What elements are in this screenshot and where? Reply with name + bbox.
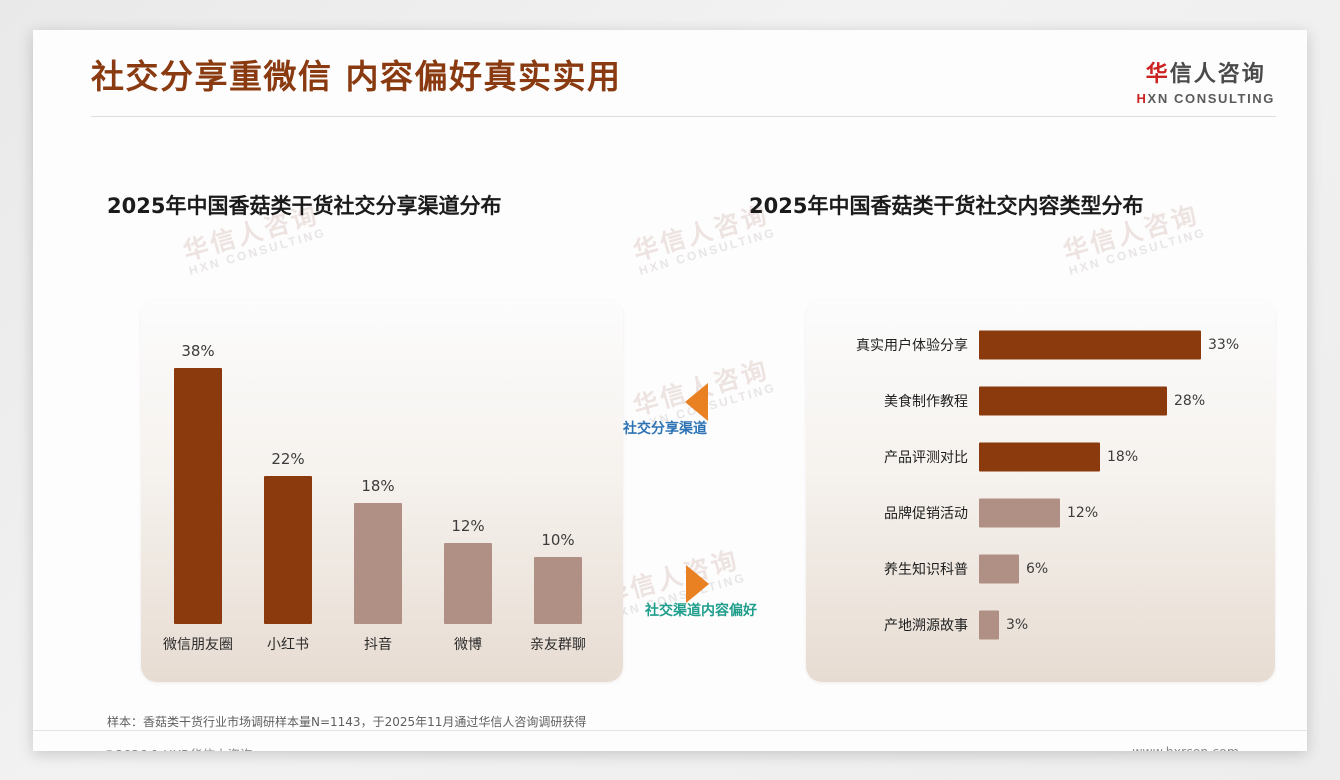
slide-page: 华信人咨询 HXN CONSULTING 华信人咨询 HXN CONSULTIN… <box>33 30 1307 751</box>
horizontal-bar-label: 产地溯源故事 <box>884 618 968 634</box>
column-bar-group: 18% 抖音 <box>333 300 423 682</box>
horizontal-bar-row: 品牌促销活动 12% <box>806 496 1275 530</box>
right-chart-title: 2025年中国香菇类干货社交内容类型分布 <box>749 194 1144 218</box>
horizontal-bar-label: 美食制作教程 <box>884 394 968 410</box>
column-bar-value: 18% <box>361 477 395 495</box>
middle-label-bottom: 社交渠道内容偏好 <box>645 603 757 619</box>
footer-copyright: ©2026.1 HXR华信人咨询 <box>103 744 252 751</box>
column-bar-label: 微信朋友圈 <box>163 637 233 653</box>
column-bar <box>534 557 582 624</box>
brand-logo: 华信人咨询 HXN CONSULTING <box>1137 56 1275 106</box>
middle-connectors: 社交分享渠道 社交渠道内容偏好 <box>623 300 808 682</box>
column-bar-value: 38% <box>181 342 215 360</box>
column-bar-label: 小红书 <box>267 637 309 653</box>
horizontal-bar-row: 产地溯源故事 3% <box>806 608 1275 642</box>
horizontal-bar-row: 产品评测对比 18% <box>806 440 1275 474</box>
logo-chinese: 华信人咨询 <box>1137 56 1275 88</box>
horizontal-bar-label: 真实用户体验分享 <box>856 338 968 354</box>
horizontal-bar-chart: 真实用户体验分享 33% 美食制作教程 28% 产品评测对比 18% 品牌促销活动 12% 养生… <box>806 300 1275 682</box>
horizontal-bar <box>979 610 999 640</box>
footer-divider <box>33 730 1307 731</box>
horizontal-bar <box>979 330 1201 360</box>
horizontal-bar-label: 产品评测对比 <box>884 450 968 466</box>
horizontal-bar-value: 28% <box>1174 393 1206 409</box>
horizontal-bar-value: 3% <box>1006 617 1029 633</box>
horizontal-bar-row: 美食制作教程 28% <box>806 384 1275 418</box>
left-chart-title: 2025年中国香菇类干货社交分享渠道分布 <box>107 194 502 218</box>
column-bar-value: 10% <box>541 531 575 549</box>
triangle-right-icon <box>686 565 709 603</box>
column-bar-group: 22% 小红书 <box>243 300 333 682</box>
horizontal-bar-row: 真实用户体验分享 33% <box>806 328 1275 362</box>
column-bar-group: 38% 微信朋友圈 <box>153 300 243 682</box>
column-bar-chart: 38% 微信朋友圈 22% 小红书 18% 抖音 12% 微博 10% 亲友群聊 <box>141 300 623 682</box>
horizontal-bar-value: 18% <box>1107 449 1139 465</box>
horizontal-bar-label: 品牌促销活动 <box>884 506 968 522</box>
column-bar <box>354 503 402 624</box>
watermark-en: HXN CONSULTING <box>187 225 328 279</box>
slide-header: 社交分享重微信 内容偏好真实实用 华信人咨询 HXN CONSULTING <box>33 30 1307 128</box>
watermark-en: HXN CONSULTING <box>1067 225 1208 279</box>
footer-website: www.hxrcon.com <box>1132 744 1239 751</box>
column-bar-value: 12% <box>451 517 485 535</box>
horizontal-bar-value: 12% <box>1067 505 1099 521</box>
horizontal-bar <box>979 442 1100 472</box>
column-bar <box>444 543 492 624</box>
horizontal-bar <box>979 386 1167 416</box>
watermark-en: HXN CONSULTING <box>637 225 778 279</box>
horizontal-bar-row: 养生知识科普 6% <box>806 552 1275 586</box>
logo-en-red: H <box>1136 91 1148 106</box>
column-bar-group: 12% 微博 <box>423 300 513 682</box>
logo-cn-rest: 信人咨询 <box>1169 62 1266 87</box>
logo-english: HXN CONSULTING <box>1137 91 1275 106</box>
column-bar-label: 微博 <box>454 637 482 653</box>
horizontal-bar <box>979 498 1060 528</box>
column-bar-group: 10% 亲友群聊 <box>513 300 603 682</box>
column-bar-value: 22% <box>271 450 305 468</box>
horizontal-bar-value: 6% <box>1026 561 1049 577</box>
page-title: 社交分享重微信 内容偏好真实实用 <box>91 57 622 96</box>
column-bar <box>264 476 312 624</box>
right-chart-card: 真实用户体验分享 33% 美食制作教程 28% 产品评测对比 18% 品牌促销活动 12% 养生… <box>806 300 1275 682</box>
column-bar-label: 亲友群聊 <box>530 637 586 653</box>
horizontal-bar <box>979 554 1019 584</box>
logo-cn-red: 华 <box>1145 62 1170 87</box>
header-divider <box>91 116 1276 117</box>
left-chart-card: 38% 微信朋友圈 22% 小红书 18% 抖音 12% 微博 10% 亲友群聊 <box>141 300 623 682</box>
triangle-left-icon <box>685 383 708 421</box>
column-bar-label: 抖音 <box>364 637 392 653</box>
horizontal-bar-value: 33% <box>1208 337 1240 353</box>
horizontal-bar-label: 养生知识科普 <box>884 562 968 578</box>
logo-en-rest: XN CONSULTING <box>1147 91 1275 106</box>
sample-footnote: 样本：香菇类干货行业市场调研样本量N=1143，于2025年11月通过华信人咨询… <box>107 715 587 729</box>
column-bar <box>174 368 222 624</box>
middle-label-top: 社交分享渠道 <box>623 421 707 437</box>
